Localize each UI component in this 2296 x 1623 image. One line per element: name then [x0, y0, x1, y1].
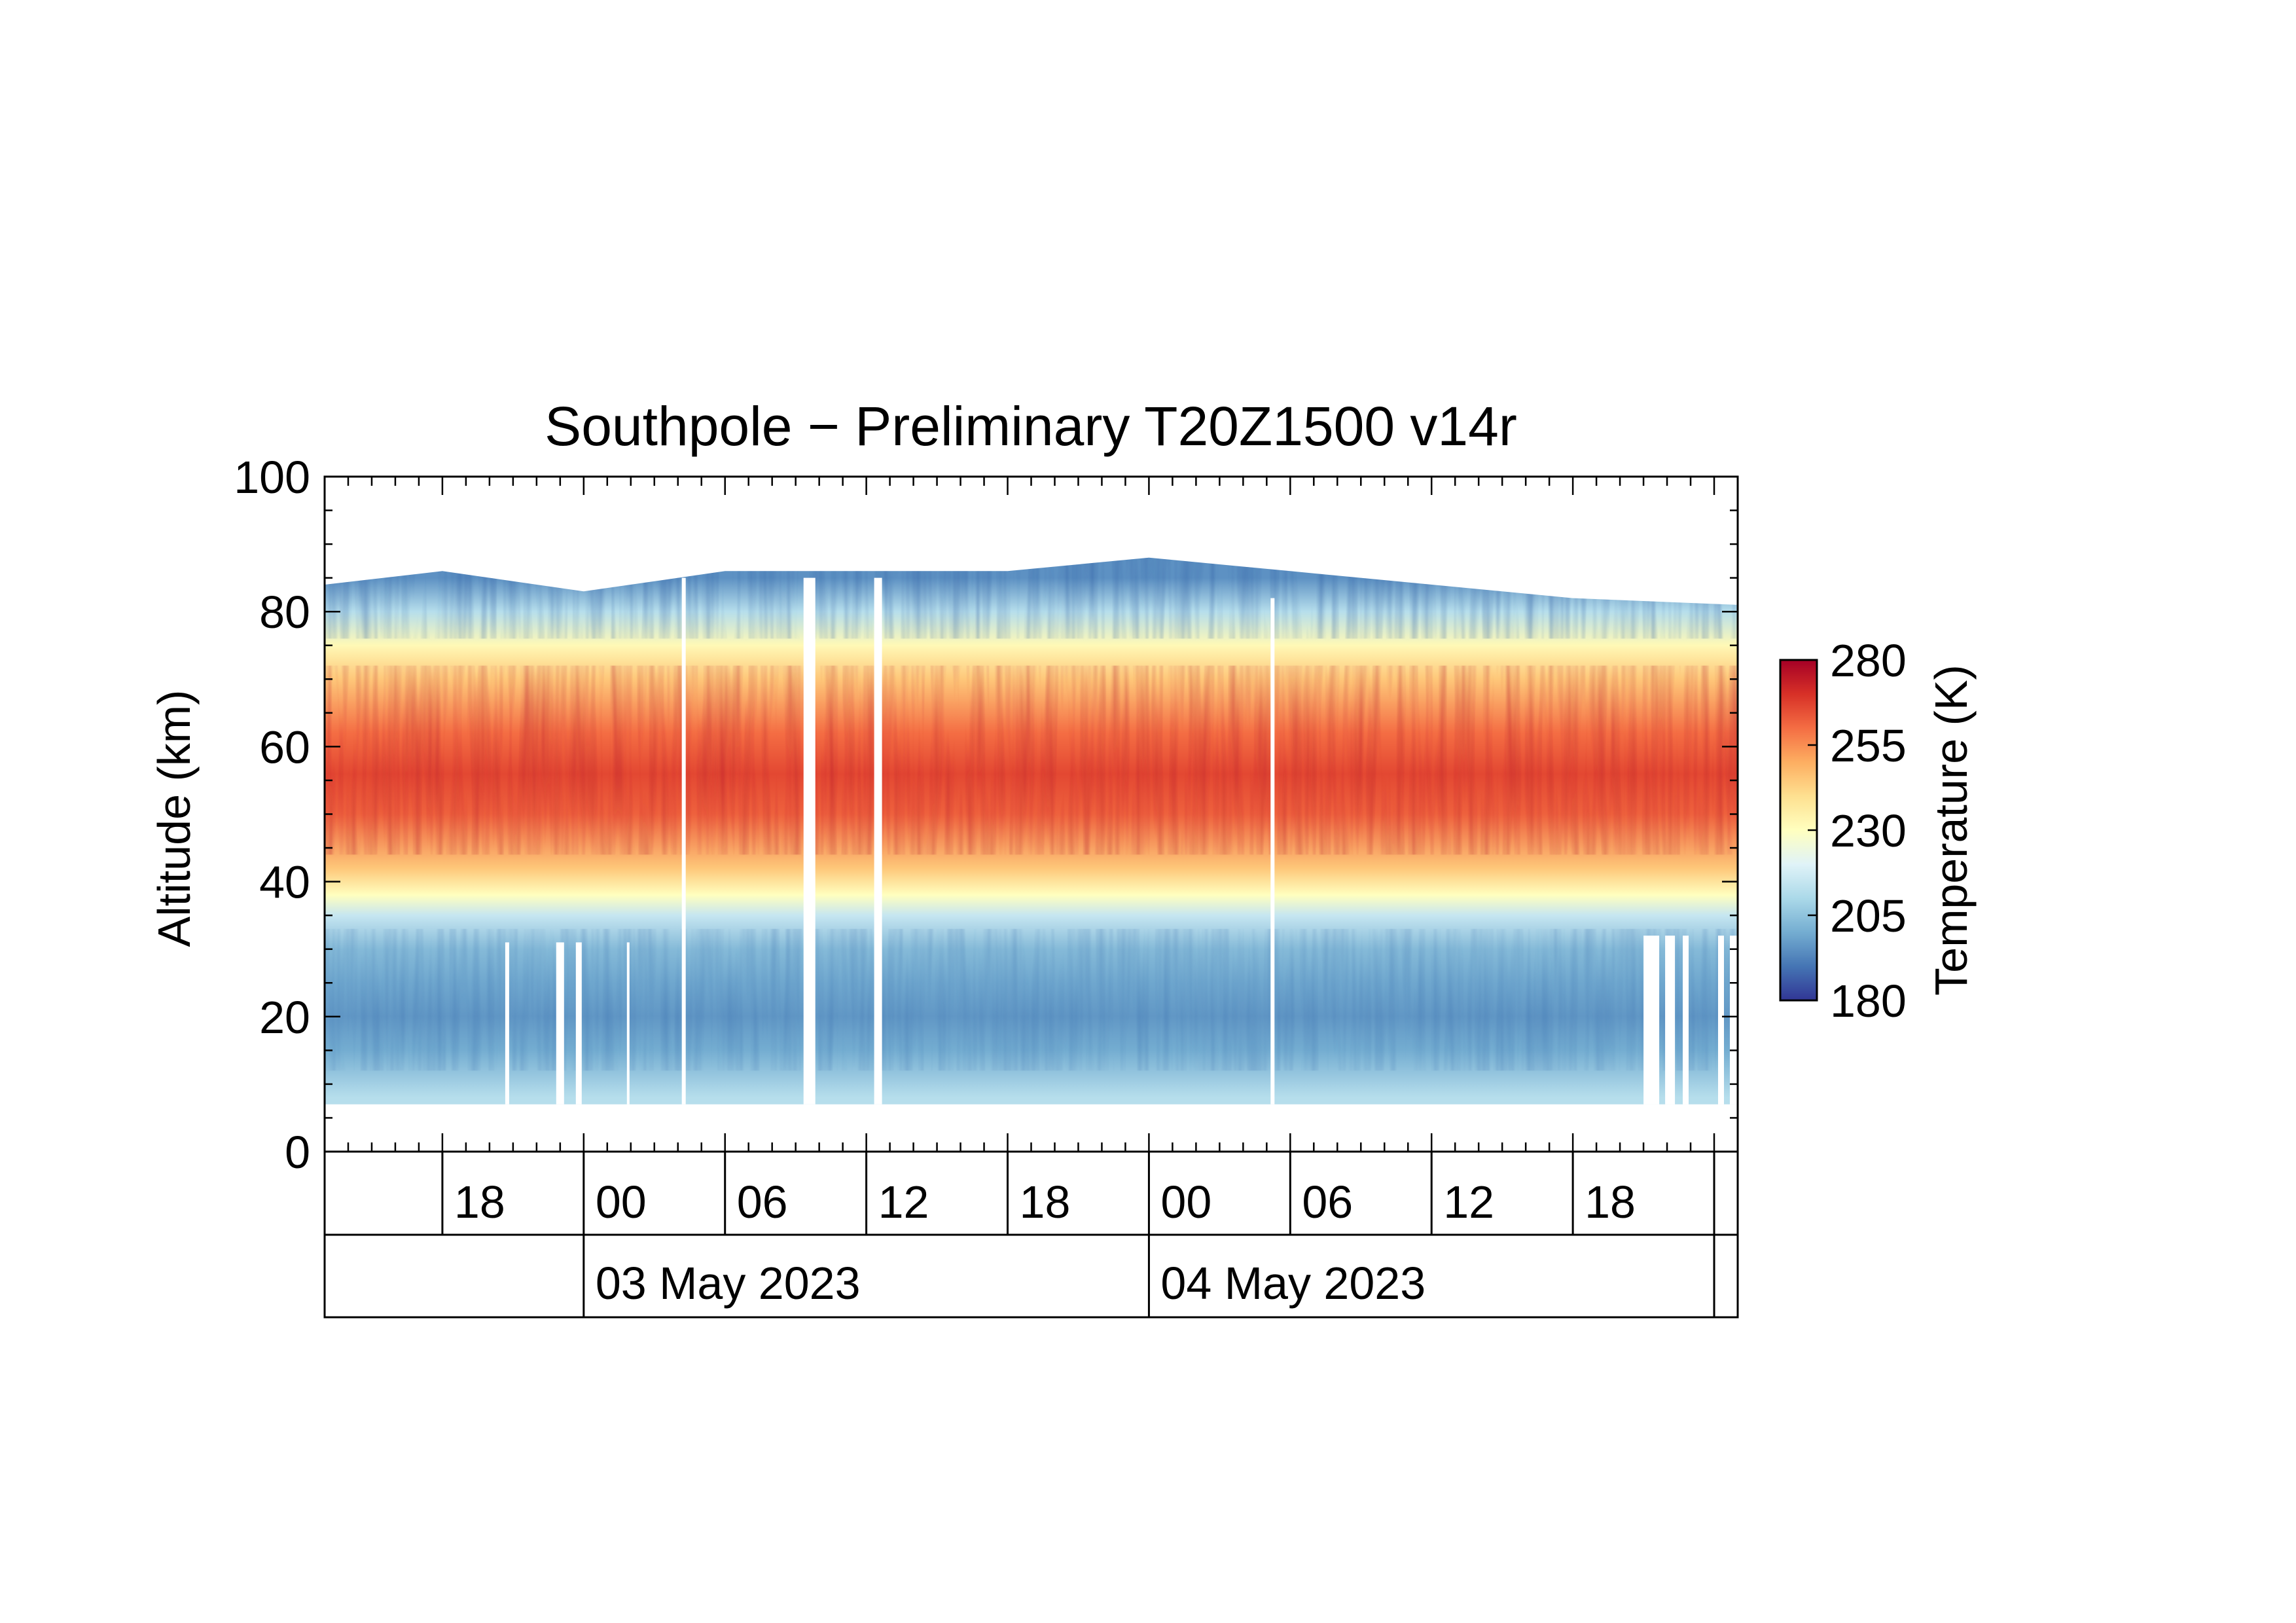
colorbar-tick-label: 255 [1830, 720, 1907, 771]
data-gap [681, 577, 686, 1104]
data-gap [626, 942, 630, 1104]
data-gap [1730, 936, 1738, 1104]
colorbar-tick-label: 180 [1830, 976, 1907, 1027]
x-axis-ticks [323, 477, 1739, 1152]
data-gap [1665, 936, 1676, 1104]
x-tick-label: 12 [878, 1176, 929, 1228]
x-tick-label: 18 [454, 1176, 505, 1228]
colorbar-tick-label: 205 [1830, 890, 1907, 941]
y-tick-label: 40 [259, 857, 310, 908]
hour-row: 18 00 06 12 18 00 06 12 18 [441, 1152, 1715, 1235]
data-gap [1683, 936, 1689, 1104]
x-tick-label: 00 [1160, 1176, 1211, 1228]
x-tick-label: 18 [1585, 1176, 1636, 1228]
date-row: 03 May 2023 04 May 2023 [583, 1235, 1715, 1317]
colorbar-tick-label: 230 [1830, 805, 1907, 856]
y-tick-label: 0 [285, 1127, 310, 1178]
x-tick-label: 00 [596, 1176, 647, 1228]
date-label: 04 May 2023 [1160, 1258, 1426, 1309]
temporal-variability [325, 557, 1738, 1071]
plot-area: 0 20 40 60 80 100 [234, 452, 1739, 1178]
colorbar-ticks: 180 205 230 255 280 [1808, 635, 1907, 1027]
data-gap [556, 942, 564, 1104]
cold-streaks-upper [325, 557, 1738, 639]
date-label: 03 May 2023 [596, 1258, 861, 1309]
date-axis-table: 18 00 06 12 18 00 06 12 18 03 May 2023 04 May 202… [323, 1150, 1739, 1319]
y-tick-label: 20 [259, 992, 310, 1043]
y-tick-label: 80 [259, 587, 310, 638]
x-tick-label: 12 [1443, 1176, 1494, 1228]
data-gap [1270, 598, 1275, 1104]
y-tick-label: 60 [259, 721, 310, 773]
cold-streaks-lower [325, 928, 1738, 1071]
x-tick-label: 18 [1020, 1176, 1071, 1228]
chart-title: Southpole − Preliminary T20Z1500 v14r [545, 395, 1517, 457]
x-tick-label: 06 [1302, 1176, 1353, 1228]
colorbar-tick-label: 280 [1830, 635, 1907, 686]
colorbar: 180 205 230 255 280 Temperature (K) [1779, 635, 1977, 1027]
data-gap [1718, 936, 1724, 1104]
y-axis-ticks: 0 20 40 60 80 100 [234, 452, 1738, 1178]
data-gap [874, 577, 882, 1104]
y-axis-label: Altitude (km) [149, 690, 200, 947]
data-gap [1643, 936, 1660, 1104]
x-tick-label: 06 [737, 1176, 788, 1228]
y-tick-label: 100 [234, 452, 310, 503]
colorbar-label: Temperature (K) [1926, 665, 1977, 996]
warm-streaks [325, 665, 1738, 855]
data-gap [505, 942, 509, 1104]
data-gaps [505, 577, 1738, 1104]
data-gap [803, 577, 816, 1104]
data-gap [575, 942, 582, 1104]
